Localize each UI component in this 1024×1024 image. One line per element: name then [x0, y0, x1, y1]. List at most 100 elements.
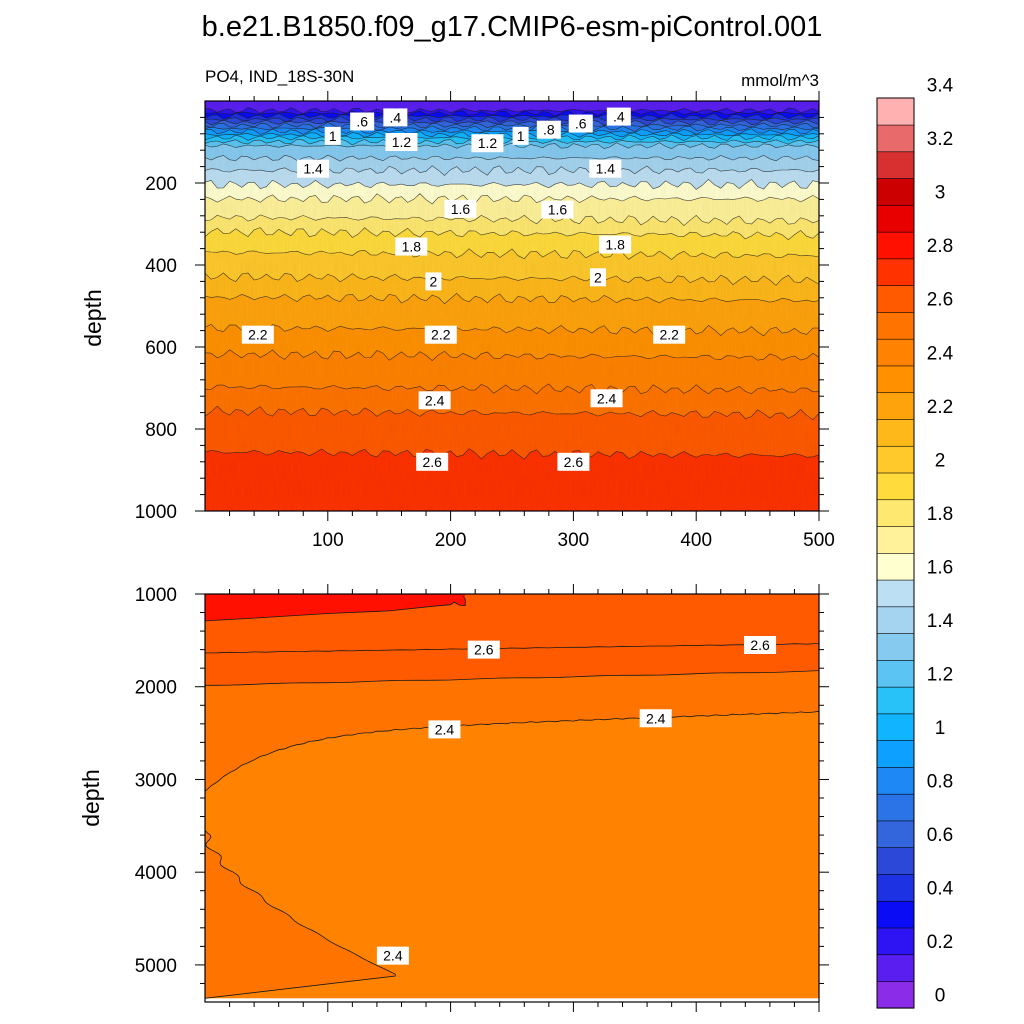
upper-contour-0.5: [205, 118, 819, 126]
colorbar-tick-label: 1.2: [927, 664, 953, 685]
upper-contour-label-box: [541, 200, 574, 219]
upper-contour-label: 1.6: [444, 199, 477, 218]
upper-contour-2.1: [205, 292, 819, 305]
upper-contour-label-text: 2.6: [564, 454, 584, 470]
upper-contour-label-box: [418, 391, 451, 410]
upper-contour-2.3: [205, 349, 819, 362]
colorbar-segment: [876, 365, 915, 394]
colorbar-segment: [876, 418, 915, 447]
colorbar-tick-label: 0: [935, 986, 946, 1007]
upper-contour-label: .6: [568, 114, 593, 133]
upper-contour-1.5: [205, 178, 819, 190]
lower-y-tick-label: 1000: [135, 585, 177, 606]
upper-contour-label-box: [385, 133, 418, 151]
lower-y-tick-label: 2000: [135, 678, 177, 699]
lower-contour-label-box: [376, 946, 409, 965]
lower-contour-2.4-upper: [205, 710, 819, 792]
upper-y-tick-label: 200: [145, 174, 177, 195]
upper-contour-label-text: 1.8: [402, 239, 422, 255]
upper-contour-label-box: [568, 114, 593, 133]
colorbar-segment: [876, 793, 915, 822]
colorbar-tick-label: 1.8: [927, 504, 953, 525]
colorbar-segment: [876, 231, 915, 260]
colorbar-segment: [876, 606, 915, 634]
upper-contour-label-box: [512, 126, 529, 145]
upper-contour-label-box: [590, 389, 623, 408]
upper-contour-0.1: [205, 107, 819, 115]
lower-contour-2.4-wedge: [205, 830, 396, 999]
upper-contour-label-text: 2.2: [659, 327, 679, 343]
upper-contour-1.6: [205, 193, 819, 205]
lower-contour-label: 2.6: [467, 640, 500, 659]
upper-contour-label: 2.2: [241, 325, 274, 344]
colorbar-segment: [876, 285, 915, 313]
upper-contour-label-box: [471, 134, 504, 153]
upper-contour-label-box: [241, 325, 274, 344]
lower-contour-2.5: [205, 670, 819, 686]
upper-contour-label: 2.2: [653, 325, 686, 344]
colorbar-tick-label: 1: [935, 718, 946, 739]
colorbar-segment: [876, 954, 915, 982]
lower-contour-label-box: [467, 640, 500, 659]
variable-region-label: PO4, IND_18S-30N: [205, 67, 354, 86]
figure-title: b.e21.B1850.f09_g17.CMIP6-esm-piControl.…: [202, 11, 823, 43]
lower-contour-lines: [205, 643, 819, 999]
upper-contour-label: .4: [606, 107, 631, 126]
lower-contour-label-text: 2.4: [435, 721, 455, 737]
upper-contour-label-box: [297, 159, 330, 178]
colorbar-segment: [876, 632, 915, 661]
upper-contour-label-box: [536, 120, 561, 139]
upper-contour-1.7: [205, 214, 819, 227]
upper-contour-label-box: [395, 237, 428, 256]
lower-contour-label-box: [639, 709, 672, 728]
upper-contour-label-box: [606, 107, 631, 126]
upper-contour-label: 1: [512, 126, 529, 145]
colorbar-tick-label: 2.6: [927, 290, 953, 311]
upper-contour-label-text: .6: [356, 114, 368, 130]
upper-y-tick-label: 400: [145, 256, 177, 277]
colorbar-segment: [876, 204, 915, 233]
upper-contour-label: 1.4: [589, 159, 622, 178]
colorbar-tick-label: 2: [935, 450, 946, 471]
upper-x-tick-label: 500: [803, 530, 835, 551]
upper-contour-label-text: 2.4: [425, 392, 445, 408]
upper-contour-1.3: [205, 154, 819, 162]
upper-contour-label-text: 2: [594, 269, 602, 285]
upper-contour-label: 2.4: [590, 389, 623, 408]
lower-contour-label-box: [744, 636, 777, 654]
upper-contour-label-box: [324, 126, 341, 145]
upper-contour-label-text: 1.4: [303, 161, 323, 177]
upper-contour-label-text: 2.4: [597, 390, 617, 406]
upper-contour-2: [205, 272, 819, 286]
colorbar-tick-label: 3.4: [927, 76, 954, 97]
upper-contour-label: 1.8: [395, 237, 428, 256]
lower-contour-label: 2.6: [744, 636, 777, 654]
upper-contour-1.1: [205, 138, 819, 146]
lower-band-2.5: [205, 594, 819, 686]
lower-y-tick-label: 3000: [135, 770, 177, 791]
colorbar-segment: [876, 686, 915, 715]
upper-contour-label-box: [557, 452, 590, 471]
colorbar-tick-label: 2.4: [927, 343, 954, 364]
upper-contour-labels: .4.61 1.21.41.2 1.8.6.41.41.6 1.61.8 1.82 22.…: [241, 107, 686, 471]
upper-contour-label-text: 1.2: [392, 134, 412, 150]
lower-band-2.4-wedge: [205, 830, 396, 999]
lower-band-2.7-top: [205, 594, 466, 596]
upper-contour-label-text: 1: [329, 128, 337, 144]
upper-contour-1.9: [205, 248, 819, 260]
upper-contour-2.4: [205, 383, 819, 395]
lower-contour-label-text: 2.6: [474, 642, 494, 658]
upper-panel: 100 200 300 400 500 200 400 600 800 1000 .4 .6 1 1.2…: [80, 91, 835, 551]
upper-contour-label: 1: [324, 126, 341, 145]
colorbar-segment: [876, 766, 915, 795]
colorbar-segment: [876, 579, 915, 608]
upper-contour-label-box: [416, 452, 449, 471]
colorbar-segment: [876, 900, 915, 929]
upper-y-axis-title: depth: [80, 289, 106, 347]
upper-filled-contours: [205, 101, 819, 511]
colorbar-segment: [876, 472, 915, 501]
upper-contour-0.7: [205, 125, 819, 133]
upper-contour-label-text: .4: [613, 109, 625, 125]
upper-contour-2.5: [205, 405, 819, 421]
